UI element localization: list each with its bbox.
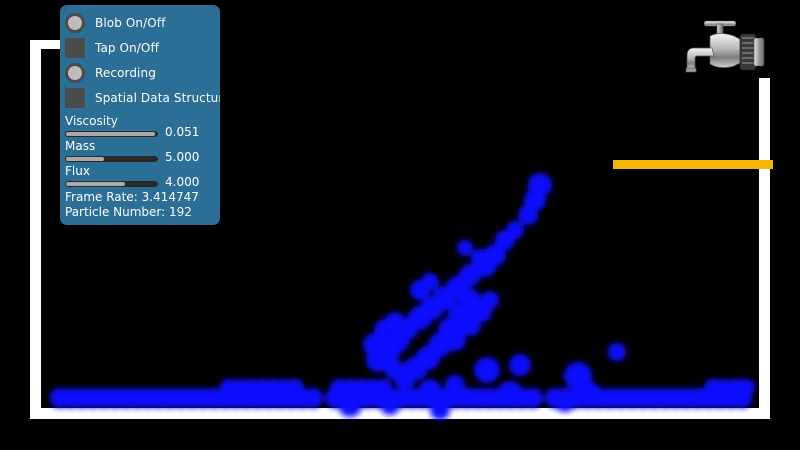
particle-number-label: Particle Number: — [65, 205, 166, 219]
fluid-particle — [421, 273, 439, 291]
frame-rate-readout: Frame Rate: 3.414747 — [65, 190, 199, 204]
blob-toggle[interactable]: Blob On/Off — [65, 13, 165, 33]
spatial-data-structure-checkbox[interactable] — [65, 88, 85, 108]
fluid-particle — [509, 354, 531, 376]
flux-label: Flux — [65, 164, 90, 178]
fluid-particle — [445, 375, 465, 395]
flux-slider-fill — [66, 182, 125, 186]
fluid-particle — [363, 333, 387, 357]
fluid-particle — [737, 379, 755, 397]
recording-toggle-label: Recording — [95, 66, 156, 80]
fluid-particle — [303, 388, 323, 408]
fluid-particle — [481, 291, 499, 309]
fluid-particle — [430, 400, 450, 420]
spatial-data-structure-label: Spatial Data Structure — [95, 91, 220, 105]
tap-toggle-label: Tap On/Off — [95, 41, 160, 55]
mass-slider-fill — [66, 157, 104, 161]
fluid-particle — [385, 312, 405, 332]
recording-radio-button[interactable] — [65, 63, 85, 83]
fluid-particle — [471, 249, 489, 267]
container-wall-left — [30, 40, 41, 419]
fluid-particle — [444, 329, 466, 351]
frame-rate-label: Frame Rate: — [65, 190, 138, 204]
fluid-particle — [385, 360, 405, 380]
fluid-particle — [419, 379, 441, 401]
fluid-particle — [523, 388, 543, 408]
faucet-icon[interactable] — [684, 18, 770, 76]
frame-rate-value: 3.414747 — [141, 190, 199, 204]
container-wall-top — [30, 40, 62, 49]
fluid-particle — [474, 357, 500, 383]
mass-value: 5.000 — [165, 150, 200, 164]
viscosity-value: 0.051 — [165, 125, 200, 139]
fluid-particle — [553, 388, 577, 412]
tap-checkbox[interactable] — [65, 38, 85, 58]
viscosity-slider-fill — [66, 132, 155, 136]
mass-label: Mass — [65, 139, 96, 153]
fluid-particle — [380, 395, 400, 415]
fluid-particle — [580, 382, 600, 402]
viscosity-label: Viscosity — [65, 114, 118, 128]
fluid-particle — [457, 240, 473, 256]
tap-toggle[interactable]: Tap On/Off — [65, 38, 159, 58]
blob-toggle-label: Blob On/Off — [95, 16, 166, 30]
container-floor — [30, 408, 770, 419]
flux-slider[interactable] — [65, 181, 158, 187]
particle-number-value: 192 — [169, 205, 192, 219]
control-panel: Blob On/Off Tap On/Off Recording Spatial… — [60, 5, 220, 225]
fluid-particle — [338, 393, 362, 417]
viscosity-slider[interactable] — [65, 131, 158, 137]
particle-number-readout: Particle Number: 192 — [65, 205, 192, 219]
flux-value: 4.000 — [165, 175, 200, 189]
fluid-particle — [495, 230, 515, 250]
fluid-particle — [608, 343, 626, 361]
blob-radio-button[interactable] — [65, 13, 85, 33]
container-wall-right — [759, 78, 770, 419]
fluid-particle — [518, 205, 538, 225]
mass-slider[interactable] — [65, 156, 158, 162]
spatial-data-structure-toggle[interactable]: Spatial Data Structure — [65, 88, 220, 108]
fluid-particle — [498, 381, 522, 405]
fluid-particle — [564, 362, 592, 390]
yellow-platform[interactable] — [613, 160, 773, 169]
recording-toggle[interactable]: Recording — [65, 63, 156, 83]
